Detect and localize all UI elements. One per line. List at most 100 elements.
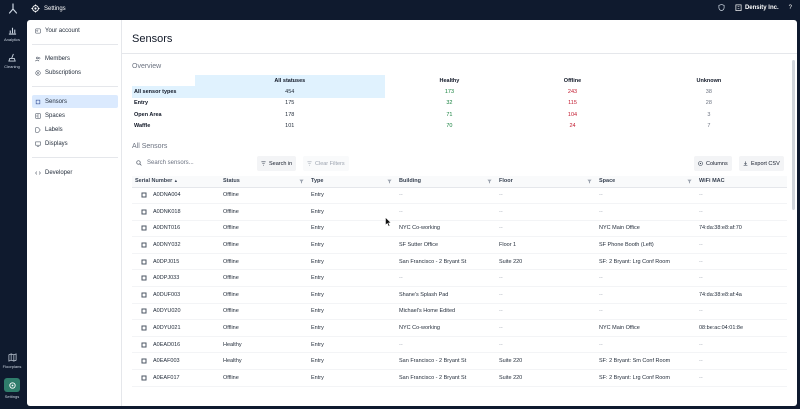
overview-cell[interactable]: 24 — [569, 123, 576, 130]
nav-item-members[interactable]: Members — [32, 52, 118, 65]
overview-cell[interactable]: 104 — [567, 111, 578, 118]
shield-icon[interactable] — [718, 4, 725, 11]
header-label: Floor — [499, 178, 513, 185]
table-row[interactable]: A0DYU020 Offline Entry Michael's Home Edite… — [132, 303, 787, 321]
sensor-icon — [141, 308, 147, 314]
overview-row-label[interactable]: All sensor types — [132, 86, 195, 98]
rail-item-analytics[interactable]: Analytics — [0, 26, 24, 42]
overview-cell[interactable]: 32 — [446, 100, 453, 107]
serial-wrap: A0EAF003 — [135, 358, 217, 364]
table-row[interactable]: A0EAF017 Offline Entry San Francisco - 2 Br… — [132, 369, 787, 387]
table-row[interactable]: A0DYU021 Offline Entry NYC Co-working -- NYC … — [132, 319, 787, 337]
nav-item-spaces[interactable]: Spaces — [32, 109, 118, 122]
serial-wrap: A0DYU021 — [135, 325, 217, 331]
rail-item-floorplans[interactable]: Floorplans — [0, 353, 24, 369]
sensor-icon — [141, 358, 147, 364]
cell-space: -- — [596, 187, 696, 205]
rail-item-cleaning[interactable]: Cleaning — [0, 53, 24, 69]
column-header-wifi-mac[interactable]: WiFi MAC — [696, 176, 787, 188]
overview-row-label[interactable]: Entry — [134, 100, 149, 107]
overview-cell[interactable]: 70 — [446, 123, 453, 130]
overview-cell[interactable]: 173 — [444, 89, 455, 96]
column-header-floor[interactable]: Floor — [496, 176, 596, 188]
nav-item-labels[interactable]: Labels — [32, 123, 118, 136]
overview-corner — [132, 75, 195, 86]
cell-floor: Floor 1 — [496, 236, 596, 254]
sensor-icon — [141, 192, 147, 198]
table-row[interactable]: A0DNK018 Offline Entry -- -- -- -- — [132, 203, 787, 221]
cell-type: Entry — [308, 220, 396, 238]
export-csv-button[interactable]: Export CSV — [739, 156, 784, 171]
filter-icon[interactable] — [387, 179, 392, 184]
filter-icon[interactable] — [587, 179, 592, 184]
cell-floor: -- — [496, 319, 596, 337]
overview-cell[interactable]: 71 — [446, 111, 453, 118]
rail-item-settings[interactable]: Settings — [0, 378, 24, 399]
columns-button[interactable]: Columns — [694, 156, 732, 171]
nav-item-subscriptions[interactable]: Subscriptions — [32, 66, 118, 79]
nav-item-sensors[interactable]: Sensors — [32, 95, 118, 108]
cell-wifi-mac: -- — [696, 203, 787, 221]
nav-item-developer[interactable]: Developer — [32, 166, 118, 179]
nav-label: Your account — [45, 27, 80, 34]
table-row[interactable]: A0DPJ015 Offline Entry San Francisco - 2 Br… — [132, 253, 787, 271]
overview-cell[interactable]: 175 — [285, 100, 295, 107]
overview-row-label[interactable]: Open Area — [134, 111, 162, 118]
overview-row-label[interactable]: Waffle — [134, 123, 151, 130]
column-header-serial-number[interactable]: Serial Number ▲ — [132, 176, 220, 188]
overview-cell[interactable]: 38 — [705, 89, 712, 96]
org-switcher[interactable]: Density Inc. — [735, 4, 779, 11]
overview-cell[interactable]: 115 — [568, 100, 577, 107]
clear-filters-button[interactable]: Clear Filters — [303, 156, 349, 171]
subscriptions-icon — [35, 69, 41, 76]
column-header-building[interactable]: Building — [396, 176, 496, 188]
density-logo-icon[interactable] — [8, 3, 18, 15]
search-in-button[interactable]: Search in — [257, 156, 297, 171]
filter-icon[interactable] — [487, 179, 492, 184]
cell-floor: -- — [496, 220, 596, 238]
overview-cell[interactable]: 101 — [285, 123, 295, 130]
sensor-icon — [141, 275, 147, 281]
rail-label: Cleaning — [4, 64, 20, 69]
column-header-status[interactable]: Status — [220, 176, 308, 188]
overview-header-unknown[interactable]: Unknown — [696, 77, 722, 84]
cell-wifi-mac: 08:be:ac:04:01:8e — [696, 319, 787, 337]
table-row[interactable]: A0DNA004 Offline Entry -- -- -- -- — [132, 187, 787, 205]
nav-label: Developer — [45, 169, 73, 176]
nav-item-displays[interactable]: Displays — [32, 137, 118, 150]
cell-floor: -- — [496, 303, 596, 321]
table-row[interactable]: A0EAF003 Healthy Entry San Francisco - 2 Br… — [132, 352, 787, 371]
cell-type: Entry — [308, 236, 396, 254]
cell-type: Entry — [308, 253, 396, 271]
cell-building: SF Sutter Office — [396, 236, 496, 254]
overview-cell[interactable]: 178 — [285, 111, 295, 118]
overview-table: All statuses Healthy Offline Unknown All… — [132, 75, 787, 132]
table-row[interactable]: A0DUF003 Offline Entry Shane's Splash Pad --… — [132, 286, 787, 304]
cell-floor: Suite 220 — [496, 253, 596, 271]
help-button[interactable]: ? — [788, 4, 792, 11]
cell-building: NYC Co-working — [396, 319, 496, 337]
nav-item-your-account[interactable]: Your account — [32, 24, 118, 37]
table-row[interactable]: A0DPJ033 Offline Entry -- -- -- -- — [132, 269, 787, 288]
filter-icon[interactable] — [299, 179, 304, 184]
filter-icon[interactable] — [687, 179, 692, 184]
overview-header-offline[interactable]: Offline — [563, 77, 582, 84]
overview-cell[interactable]: 28 — [705, 100, 712, 107]
cell-serial-number: A0DYU020 — [132, 303, 220, 321]
overview-header-healthy[interactable]: Healthy — [439, 77, 460, 84]
table-row[interactable]: A0DNY032 Offline Entry SF Sutter Office Floo… — [132, 236, 787, 254]
sensor-icon — [141, 242, 147, 248]
overview-header-all[interactable]: All statuses — [195, 75, 385, 87]
column-header-type[interactable]: Type — [308, 176, 396, 188]
scrollbar[interactable] — [792, 60, 795, 210]
cell-status: Healthy — [220, 352, 308, 371]
serial-wrap: A0EAF017 — [135, 375, 217, 381]
table-row[interactable]: A0EAD016 Healthy Entry -- -- -- -- — [132, 336, 787, 354]
overview-cell[interactable]: 7 — [707, 123, 711, 130]
overview-cell[interactable]: 454 — [195, 86, 385, 98]
overview-cell[interactable]: 243 — [567, 89, 578, 96]
column-header-space[interactable]: Space — [596, 176, 696, 188]
overview-cell[interactable]: 3 — [707, 111, 711, 118]
search-input[interactable]: Search sensors... — [132, 155, 254, 171]
table-row[interactable]: A0DNT016 Offline Entry NYC Co-working -- NYC … — [132, 220, 787, 238]
